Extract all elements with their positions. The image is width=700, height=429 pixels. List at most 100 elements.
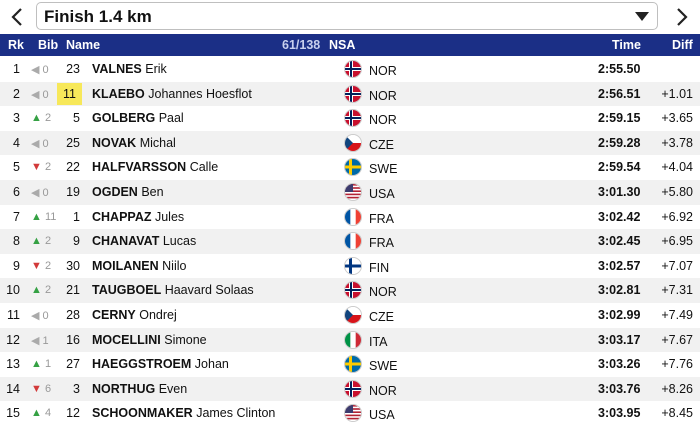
table-row[interactable]: 1 ◀ 0 23 VALNES Erik NOR 2:55.50 xyxy=(0,57,700,82)
athlete-first-name: Haavard Solaas xyxy=(164,283,254,298)
athlete-name[interactable]: NORTHUG Even xyxy=(92,382,187,396)
athlete-name[interactable]: GOLBERG Paal xyxy=(92,111,184,125)
time: 3:02.99 xyxy=(598,307,641,322)
rank: 5 xyxy=(13,160,20,175)
flag-fin-icon xyxy=(344,256,362,275)
time-diff: +6.92 xyxy=(661,209,693,224)
athlete-last-name: SCHOONMAKER xyxy=(92,406,193,421)
athlete-name[interactable]: SCHOONMAKER James Clinton xyxy=(92,406,275,420)
table-row[interactable]: 4 ◀ 0 25 NOVAK Michal CZE 2:59.28 +3.78 xyxy=(0,130,700,156)
time-diff: +8.26 xyxy=(661,381,693,396)
time: 2:59.54 xyxy=(598,160,641,175)
athlete-name[interactable]: MOCELLINI Simone xyxy=(92,333,207,347)
movement: ◀ 1 xyxy=(31,334,57,347)
table-row[interactable]: 7 ▲ 11 1 CHAPPAZ Jules FRA 3:02.42 +6.92 xyxy=(0,205,700,230)
movement: ◀ 0 xyxy=(31,63,57,76)
athlete-first-name: Simone xyxy=(164,332,207,347)
athlete-first-name: Johan xyxy=(194,357,229,372)
table-row[interactable]: 13 ▲ 1 27 HAEGGSTROEM Johan SWE 3:03.26 +7.76 xyxy=(0,352,700,377)
rank: 1 xyxy=(13,62,20,76)
bib-number: 19 xyxy=(66,184,80,199)
athlete-name[interactable]: HALFVARSSON Calle xyxy=(92,160,218,174)
time-diff: +7.31 xyxy=(661,283,693,298)
athlete-last-name: HAEGGSTROEM xyxy=(92,357,192,372)
flag-fra-icon xyxy=(344,207,362,226)
time-diff: +7.49 xyxy=(661,307,693,322)
nation: FRA xyxy=(369,211,394,226)
athlete-first-name: Johannes Hoesflot xyxy=(148,86,252,101)
athlete-name[interactable]: OGDEN Ben xyxy=(92,185,164,199)
header-diff[interactable]: Diff xyxy=(672,38,693,52)
header-bib[interactable]: Bib xyxy=(38,38,59,52)
movement: ▼ 6 xyxy=(31,383,57,395)
header-name[interactable]: Name xyxy=(66,38,101,52)
chevron-down-icon xyxy=(635,12,649,21)
athlete-name[interactable]: KLAEBO Johannes Hoesflot xyxy=(92,87,252,101)
athlete-name[interactable]: HAEGGSTROEM Johan xyxy=(92,357,229,371)
flag-nor-icon xyxy=(344,379,362,398)
flag-ita-icon xyxy=(344,330,362,349)
time: 2:59.15 xyxy=(598,111,641,126)
athlete-last-name: CHANAVAT xyxy=(92,234,160,249)
movement-value: 1 xyxy=(42,334,49,347)
athlete-last-name: GOLBERG xyxy=(92,111,156,126)
movement-none-icon: ◀ xyxy=(31,334,40,347)
bib-number: 22 xyxy=(66,160,80,175)
table-row[interactable]: 11 ◀ 0 28 CERNY Ondrej CZE 3:02.99 +7.49 xyxy=(0,303,700,328)
nation: CZE xyxy=(369,309,394,324)
checkpoint-select[interactable]: Finish 1.4 km xyxy=(36,2,658,30)
athlete-name[interactable]: CHANAVAT Lucas xyxy=(92,234,196,248)
rank: 14 xyxy=(6,381,20,396)
bib-number: 25 xyxy=(66,135,80,150)
rank: 12 xyxy=(6,332,20,347)
header-nsa[interactable]: NSA xyxy=(329,38,356,52)
movement-up-icon: ▲ xyxy=(31,407,42,420)
top-bar: Finish 1.4 km xyxy=(0,0,700,34)
table-row[interactable]: 3 ▲ 2 5 GOLBERG Paal NOR 2:59.15 +3.65 xyxy=(0,106,700,131)
table-row[interactable]: 10 ▲ 2 21 TAUGBOEL Haavard Solaas NOR 3:02.81… xyxy=(0,278,700,303)
time-diff: +7.07 xyxy=(661,258,693,273)
movement-down-icon: ▼ xyxy=(31,382,42,395)
table-row[interactable]: 9 ▼ 2 30 MOILANEN Niilo FIN 3:02.57 +7.07 xyxy=(0,254,700,279)
rank: 11 xyxy=(7,307,20,322)
nation: NOR xyxy=(369,88,397,103)
previous-checkpoint-button[interactable] xyxy=(0,0,34,34)
time: 3:03.17 xyxy=(598,332,641,347)
nation: FIN xyxy=(369,260,390,275)
athlete-name[interactable]: CHAPPAZ Jules xyxy=(92,210,184,224)
movement: ◀ 0 xyxy=(31,186,57,199)
bib-number: 23 xyxy=(66,62,80,76)
table-row[interactable]: 6 ◀ 0 19 OGDEN Ben USA 3:01.30 +5.80 xyxy=(0,179,700,205)
flag-usa-icon xyxy=(344,404,362,423)
athlete-first-name: Even xyxy=(158,381,188,396)
movement-value: 11 xyxy=(44,210,57,223)
time: 3:02.45 xyxy=(598,234,641,249)
athlete-name[interactable]: TAUGBOEL Haavard Solaas xyxy=(92,283,254,297)
bib-number: 11 xyxy=(57,82,82,105)
movement-up-icon: ▲ xyxy=(31,235,42,248)
movement-down-icon: ▼ xyxy=(31,161,42,174)
athlete-last-name: MOILANEN xyxy=(92,258,159,273)
table-row[interactable]: 8 ▲ 2 9 CHANAVAT Lucas FRA 3:02.45 +6.95 xyxy=(0,229,700,254)
table-row[interactable]: 14 ▼ 6 3 NORTHUG Even NOR 3:03.76 +8.26 xyxy=(0,376,700,402)
athlete-name[interactable]: MOILANEN Niilo xyxy=(92,259,186,273)
table-row[interactable]: 15 ▲ 4 12 SCHOONMAKER James Clinton USA 3:03.… xyxy=(0,401,700,426)
next-checkpoint-button[interactable] xyxy=(664,0,700,34)
bib-number: 27 xyxy=(66,357,80,372)
table-row[interactable]: 12 ◀ 1 16 MOCELLINI Simone ITA 3:03.17 +7.67 xyxy=(0,327,700,353)
table-row[interactable]: 2 ◀ 0 11 KLAEBO Johannes Hoesflot NOR 2:56.51… xyxy=(0,81,700,107)
athlete-name[interactable]: CERNY Ondrej xyxy=(92,308,177,322)
header-rank[interactable]: Rk xyxy=(8,38,24,52)
athlete-name[interactable]: NOVAK Michal xyxy=(92,136,176,150)
flag-usa-icon xyxy=(344,182,362,201)
table-row[interactable]: 5 ▼ 2 22 HALFVARSSON Calle SWE 2:59.54 +4.04 xyxy=(0,155,700,180)
time-diff: +3.78 xyxy=(661,135,693,150)
athlete-name[interactable]: VALNES Erik xyxy=(92,62,167,76)
athlete-first-name: Lucas xyxy=(162,234,197,249)
header-time[interactable]: Time xyxy=(612,38,641,52)
movement: ▲ 11 xyxy=(31,211,57,223)
time: 2:56.51 xyxy=(598,86,641,101)
movement-value: 2 xyxy=(44,235,52,248)
movement-value: 2 xyxy=(44,259,52,272)
results-header: Rk Bib Name 61/138 NSA Time Diff xyxy=(0,34,700,56)
